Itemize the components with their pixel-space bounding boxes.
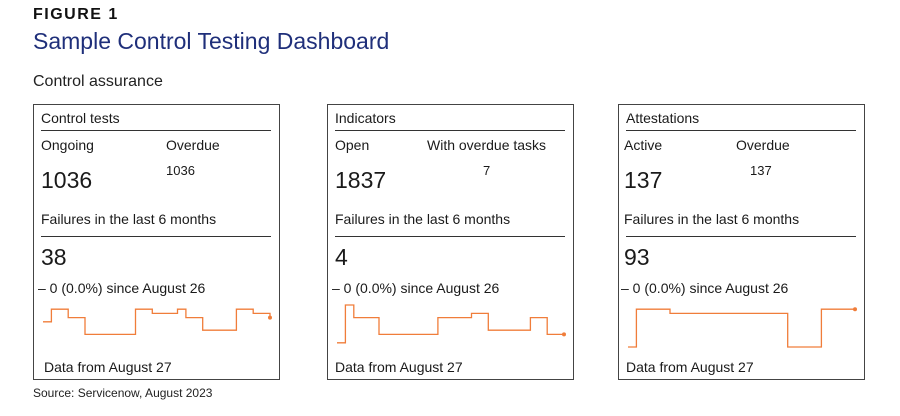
failures-divider [41, 236, 271, 237]
card-title: Attestations [626, 110, 700, 126]
failures-divider [626, 236, 856, 237]
failures-divider [335, 236, 565, 237]
card-indicators: Indicators Open With overdue tasks 1837 … [327, 104, 574, 380]
sparkline [337, 304, 566, 344]
overdue-value: 1036 [166, 163, 195, 178]
sparkline-series [337, 304, 564, 344]
title-divider [335, 130, 565, 131]
overdue-label: Overdue [166, 137, 220, 153]
data-footer: Data from August 27 [44, 359, 172, 375]
overdue-label: Overdue [736, 137, 790, 153]
data-footer: Data from August 27 [626, 359, 754, 375]
open-value: 1837 [335, 167, 387, 193]
sparkline-series [628, 308, 855, 348]
active-value: 137 [624, 167, 663, 193]
failures-label: Failures in the last 6 months [335, 211, 511, 227]
change-text: – 0 (0.0%) since August 26 [38, 280, 206, 296]
card-title: Indicators [335, 110, 396, 126]
figure-title: Sample Control Testing Dashboard [33, 28, 390, 54]
failures-value: 38 [41, 244, 67, 270]
failures-value: 93 [624, 244, 650, 270]
title-divider [41, 130, 271, 131]
ongoing-value: 1036 [41, 167, 93, 193]
section-label: Control assurance [33, 73, 163, 90]
sparkline-end-point [562, 332, 566, 337]
overdue-value: 137 [750, 163, 772, 178]
source-note: Source: Servicenow, August 2023 [33, 386, 213, 400]
sparkline [43, 308, 272, 336]
card-title: Control tests [41, 110, 120, 126]
card-control-tests: Control tests Ongoing Overdue 1036 1036 … [33, 104, 280, 380]
ongoing-label: Ongoing [41, 137, 94, 153]
title-divider [626, 130, 856, 131]
card-attestations: Attestations Active Overdue 137 137 Fail… [618, 104, 865, 380]
failures-label: Failures in the last 6 months [624, 211, 800, 227]
overdue-tasks-label: With overdue tasks [427, 137, 547, 153]
open-label: Open [335, 137, 370, 153]
overdue-tasks-value: 7 [483, 163, 491, 178]
sparkline-end-point [268, 315, 272, 320]
failures-value: 4 [335, 244, 348, 270]
sparkline-end-point [853, 307, 857, 312]
data-footer: Data from August 27 [335, 359, 463, 375]
change-text: – 0 (0.0%) since August 26 [621, 280, 789, 296]
failures-label: Failures in the last 6 months [41, 211, 217, 227]
sparkline-series [43, 308, 271, 336]
active-label: Active [624, 137, 663, 153]
change-text: – 0 (0.0%) since August 26 [332, 280, 500, 296]
sparkline [628, 307, 857, 348]
figure-label: FIGURE 1 [33, 6, 119, 23]
